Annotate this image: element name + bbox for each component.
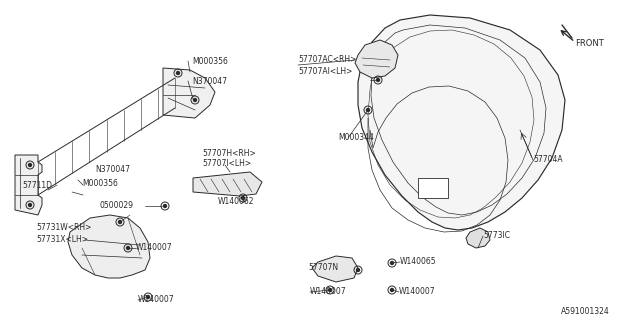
Text: 57707N: 57707N: [308, 263, 338, 273]
Polygon shape: [466, 228, 490, 248]
Text: 5773IC: 5773IC: [483, 231, 510, 241]
Text: M000344: M000344: [338, 133, 374, 142]
Circle shape: [390, 261, 394, 265]
Polygon shape: [312, 256, 358, 282]
Text: 57707AI<LH>: 57707AI<LH>: [298, 67, 353, 76]
Bar: [418, 178, 448, 198]
Circle shape: [147, 295, 150, 299]
Polygon shape: [193, 172, 262, 196]
Text: W140007: W140007: [136, 244, 173, 252]
Polygon shape: [163, 68, 215, 118]
Circle shape: [177, 71, 179, 75]
Text: FRONT: FRONT: [575, 38, 604, 47]
Circle shape: [118, 220, 122, 223]
Text: 57704A: 57704A: [533, 156, 563, 164]
Circle shape: [356, 268, 360, 271]
Text: A591001324: A591001324: [561, 307, 610, 316]
Text: 57731X<LH>: 57731X<LH>: [36, 235, 88, 244]
Circle shape: [241, 196, 244, 199]
Text: 57707H<RH>: 57707H<RH>: [202, 148, 256, 157]
Polygon shape: [358, 15, 565, 230]
Text: N370047: N370047: [95, 165, 130, 174]
Circle shape: [127, 246, 129, 250]
Circle shape: [328, 289, 332, 292]
Circle shape: [390, 289, 394, 292]
Text: M000356: M000356: [192, 57, 228, 66]
Polygon shape: [355, 40, 398, 78]
Polygon shape: [68, 215, 150, 278]
Text: 57711D: 57711D: [22, 180, 52, 189]
Text: 57731W<RH>: 57731W<RH>: [36, 223, 92, 233]
Text: M000356: M000356: [82, 179, 118, 188]
Text: W140062: W140062: [218, 197, 255, 206]
Text: W140065: W140065: [400, 258, 436, 267]
Text: W140007: W140007: [310, 287, 347, 297]
Text: 57707I<LH>: 57707I<LH>: [202, 159, 251, 169]
Text: 57707AC<RH>: 57707AC<RH>: [298, 55, 356, 65]
Circle shape: [367, 108, 369, 111]
Text: W140007: W140007: [399, 287, 436, 297]
Circle shape: [29, 164, 31, 166]
Text: W140007: W140007: [138, 295, 175, 305]
Circle shape: [193, 99, 196, 101]
Text: 0500029: 0500029: [100, 201, 134, 210]
Polygon shape: [15, 155, 42, 215]
Circle shape: [376, 78, 380, 82]
Circle shape: [29, 204, 31, 206]
Circle shape: [163, 204, 166, 207]
Text: N370047: N370047: [192, 77, 227, 86]
